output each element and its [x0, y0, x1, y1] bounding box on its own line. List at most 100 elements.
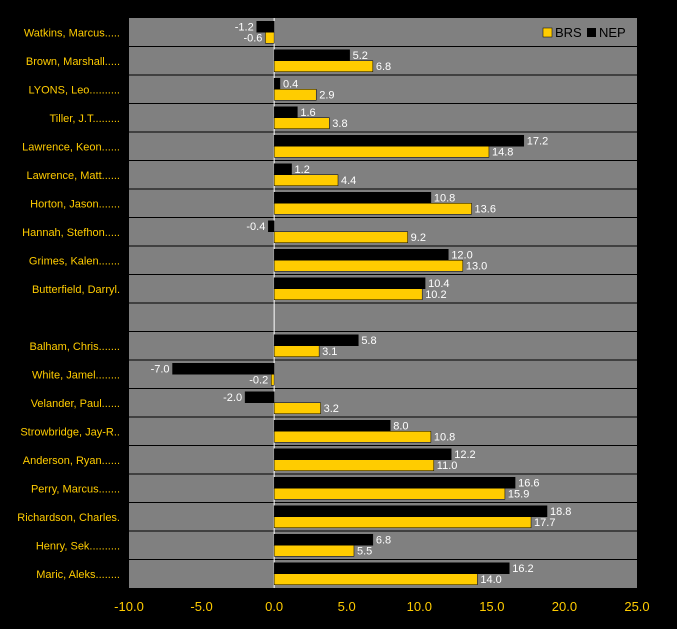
bar-nep: [273, 135, 525, 147]
bar-nep: [273, 477, 516, 489]
bar-nep: [273, 249, 449, 261]
x-tick-label: 20.0: [552, 599, 577, 614]
bar-brs: [273, 545, 355, 557]
data-label-nep: 6.8: [376, 534, 391, 546]
category-label: Tiller, J.T.........: [50, 113, 121, 125]
bar-nep: [244, 391, 275, 403]
bar-nep: [273, 420, 391, 432]
bar-brs: [265, 32, 275, 44]
bar-brs: [273, 402, 321, 414]
data-label-nep: 16.2: [512, 563, 533, 575]
data-label-brs: 6.8: [376, 61, 391, 73]
data-label-nep: 17.2: [527, 135, 548, 147]
data-label-nep: 5.8: [361, 335, 376, 347]
bar-nep: [256, 21, 275, 33]
data-label-nep: 8.0: [393, 420, 408, 432]
bar-brs: [273, 60, 374, 72]
bar-nep: [273, 192, 432, 204]
bar-brs: [273, 231, 408, 243]
data-label-nep: 12.2: [454, 449, 475, 461]
category-label: Maric, Aleks........: [36, 569, 120, 581]
bar-brs: [273, 146, 490, 158]
data-label-brs: 3.2: [324, 403, 339, 415]
legend-swatch-brs: [542, 27, 553, 38]
x-tick-label: 25.0: [624, 599, 649, 614]
x-tick-label: 5.0: [338, 599, 356, 614]
category-label: Hannah, Stefhon.....: [22, 227, 120, 239]
data-label-brs: 3.8: [332, 118, 347, 130]
bar-brs: [273, 488, 506, 500]
bar-nep: [273, 534, 374, 546]
data-label-brs: 3.1: [322, 346, 337, 358]
data-label-brs: 11.0: [437, 460, 458, 472]
data-label-brs: -0.2: [249, 374, 268, 386]
x-tick-label: 10.0: [407, 599, 432, 614]
data-label-brs: 13.6: [475, 203, 496, 215]
data-label-brs: -0.6: [243, 32, 262, 44]
bar-nep: [273, 562, 510, 574]
bar-nep: [273, 334, 359, 346]
category-label: Lawrence, Keon......: [22, 141, 120, 153]
x-tick-label: 0.0: [265, 599, 283, 614]
bar-brs: [273, 288, 423, 300]
data-label-nep: 10.4: [428, 278, 449, 290]
data-label-nep: -2.0: [223, 392, 242, 404]
bar-brs: [273, 345, 320, 357]
data-label-brs: 5.5: [357, 545, 372, 557]
bar-nep: [172, 363, 275, 375]
data-label-nep: 0.4: [283, 78, 298, 90]
category-label: Watkins, Marcus.....: [24, 27, 120, 39]
bar-nep: [273, 277, 426, 289]
category-label: LYONS, Leo..........: [28, 84, 120, 96]
bar-brs: [270, 374, 275, 386]
data-label-nep: 12.0: [451, 249, 472, 261]
category-label: Lawrence, Matt......: [26, 170, 120, 182]
data-label-brs: 13.0: [466, 260, 487, 272]
category-label: Balham, Chris.......: [30, 341, 120, 353]
bar-brs: [273, 573, 478, 585]
legend-label-nep: NEP: [599, 25, 626, 40]
legend-label-brs: BRS: [555, 25, 582, 40]
data-label-nep: 1.2: [295, 164, 310, 176]
data-label-brs: 9.2: [411, 232, 426, 244]
bar-brs: [273, 117, 330, 129]
data-label-brs: 10.2: [425, 289, 446, 301]
bar-brs: [273, 516, 532, 528]
x-tick-label: -5.0: [190, 599, 212, 614]
data-label-nep: -7.0: [151, 363, 170, 375]
bar-brs: [273, 203, 472, 215]
category-label: Horton, Jason.......: [30, 198, 120, 210]
data-label-brs: 10.8: [434, 431, 455, 443]
x-tick-label: -10.0: [114, 599, 144, 614]
category-label: Butterfield, Darryl.: [32, 284, 120, 296]
bar-brs: [273, 260, 464, 272]
data-label-brs: 17.7: [534, 517, 555, 529]
legend-swatch-nep: [587, 28, 596, 37]
category-label: Richardson, Charles.: [17, 512, 120, 524]
bar-nep: [273, 448, 452, 460]
bar-nep: [273, 163, 292, 175]
bar-brs: [273, 459, 435, 471]
data-label-brs: 4.4: [341, 175, 356, 187]
category-label: Brown, Marshall.....: [26, 56, 120, 68]
data-label-brs: 14.8: [492, 146, 513, 158]
bar-nep: [273, 78, 281, 90]
bar-nep: [268, 220, 275, 232]
category-label: Perry, Marcus.......: [31, 483, 120, 495]
category-label: Strowbridge, Jay-R..: [20, 426, 120, 438]
category-label: Velander, Paul......: [31, 398, 120, 410]
category-label: Henry, Sek..........: [36, 540, 120, 552]
data-label-brs: 14.0: [480, 574, 501, 586]
bar-brs: [273, 431, 432, 443]
data-label-nep: 16.6: [518, 477, 539, 489]
data-label-nep: 1.6: [300, 107, 315, 119]
data-label-nep: 5.2: [353, 50, 368, 62]
bar-nep: [273, 505, 548, 517]
x-tick-label: 15.0: [479, 599, 504, 614]
bar-brs: [273, 89, 317, 101]
data-label-nep: 18.8: [550, 506, 571, 518]
category-label: Grimes, Kalen.......: [29, 255, 120, 267]
category-label: White, Jamel........: [32, 369, 120, 381]
